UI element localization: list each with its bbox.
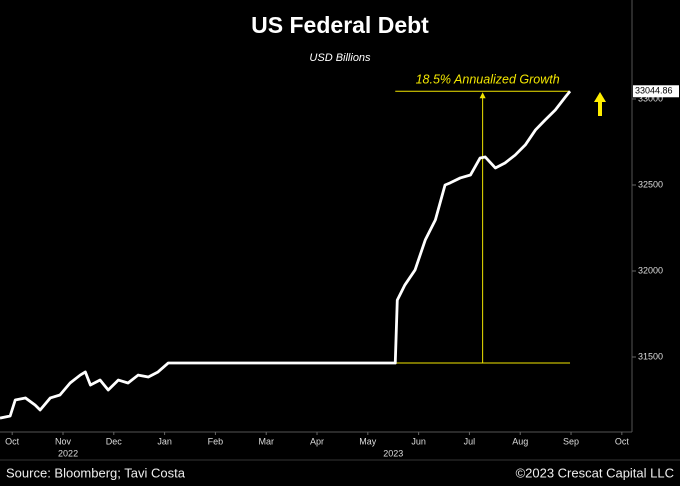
source: Source: Bloomberg; Tavi Costa (6, 465, 186, 480)
y-tick-label: 33000 (638, 93, 663, 103)
x-tick-label: Jul (464, 436, 476, 446)
x-tick-label: May (359, 436, 377, 446)
up-arrow (594, 92, 606, 116)
x-tick-label: Aug (512, 436, 528, 446)
x-tick-label: Nov (55, 436, 72, 446)
x-tick-label: Apr (310, 436, 324, 446)
y-tick-label: 32000 (638, 265, 663, 275)
last-value-label: 33044.86 (635, 86, 673, 96)
copyright: ©2023 Crescat Capital LLC (516, 465, 674, 480)
annotation-arrowhead (479, 92, 486, 99)
x-tick-label: Oct (5, 436, 20, 446)
x-tick-label: Dec (106, 436, 123, 446)
line (0, 90, 572, 420)
x-tick-label: Feb (208, 436, 224, 446)
x-tick-label: Sep (563, 436, 579, 446)
x-tick-label: Jun (411, 436, 426, 446)
y-tick-label: 32500 (638, 179, 663, 189)
last-value-box (633, 85, 679, 98)
x-tick-label: Mar (258, 436, 274, 446)
y-tick-label: 31500 (638, 351, 663, 361)
x-tick-label: Jan (157, 436, 172, 446)
chart-title: US Federal Debt (251, 12, 429, 38)
chart-subtitle: USD Billions (309, 52, 371, 64)
x-group-label: 2023 (383, 448, 403, 458)
annotation-text: 18.5% Annualized Growth (416, 73, 560, 87)
x-group-label: 2022 (58, 448, 78, 458)
x-tick-label: Oct (615, 436, 630, 446)
